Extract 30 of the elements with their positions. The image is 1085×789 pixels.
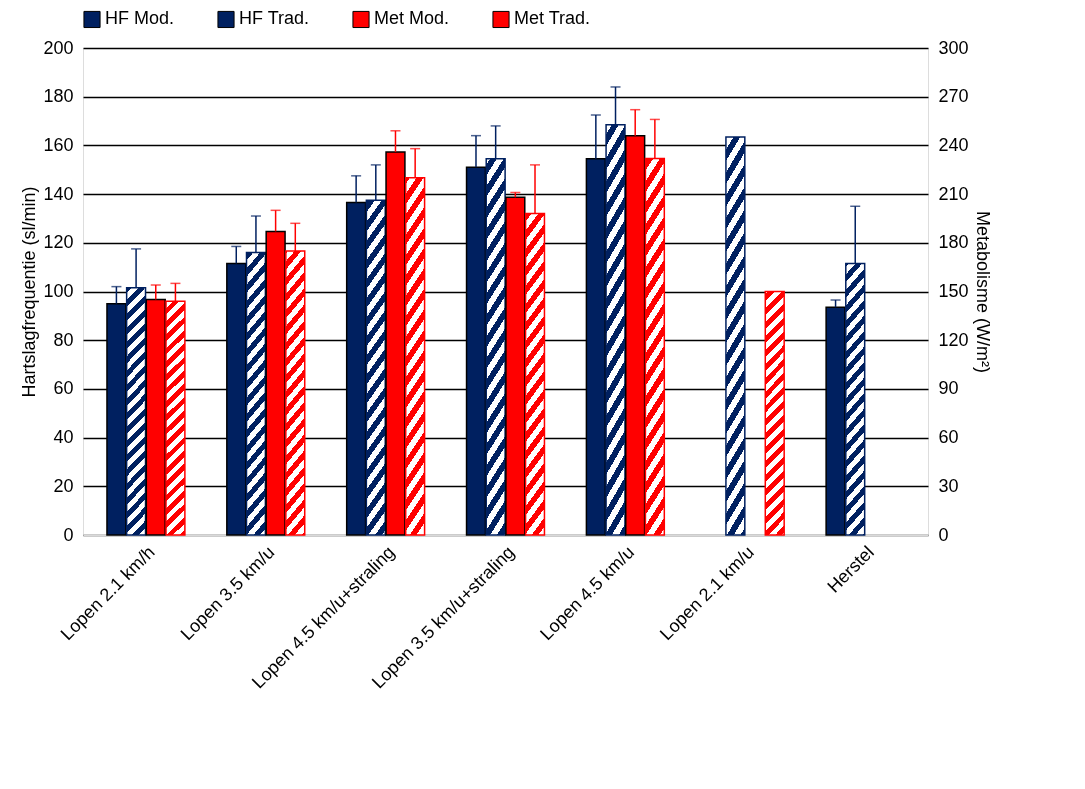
legend-label: Met Mod. [374, 8, 450, 29]
y-axis-title: Hartslagfrequentie (sl/min) [19, 186, 40, 398]
y2-tick-label: 210 [938, 183, 969, 204]
y-tick-label: 20 [53, 475, 74, 496]
y2-axis-title: Metabolisme (W/m²) [972, 210, 993, 374]
y-tick-label: 80 [53, 329, 74, 350]
y-tick-label: 180 [43, 86, 74, 107]
y2-tick-label: 90 [938, 378, 959, 399]
y2-tick-label: 60 [938, 427, 959, 448]
bar [764, 290, 785, 536]
bar [725, 136, 746, 536]
legend-label: HF Mod. [105, 8, 175, 29]
y2-tick-label: 150 [938, 281, 969, 301]
legend-label: Met Trad. [514, 8, 591, 29]
y2-tick-label: 300 [938, 37, 969, 58]
y-tick-label: 140 [43, 183, 74, 204]
y2-tick-label: 0 [938, 524, 949, 545]
y2-tick-label: 240 [938, 134, 969, 155]
y-tick-label: 160 [43, 134, 74, 155]
y2-tick-label: 120 [938, 329, 969, 350]
y-tick-label: 0 [63, 524, 74, 545]
y-tick-label: 120 [43, 232, 74, 253]
y-tick-label: 60 [53, 378, 74, 399]
y-tick-label: 200 [43, 37, 74, 58]
y2-tick-label: 30 [938, 475, 959, 496]
y2-tick-label: 270 [938, 86, 969, 107]
legend-label: HF Trad. [239, 8, 310, 29]
y-tick-label: 40 [53, 427, 74, 448]
y-tick-label: 100 [43, 281, 74, 301]
y2-tick-label: 180 [938, 232, 969, 253]
